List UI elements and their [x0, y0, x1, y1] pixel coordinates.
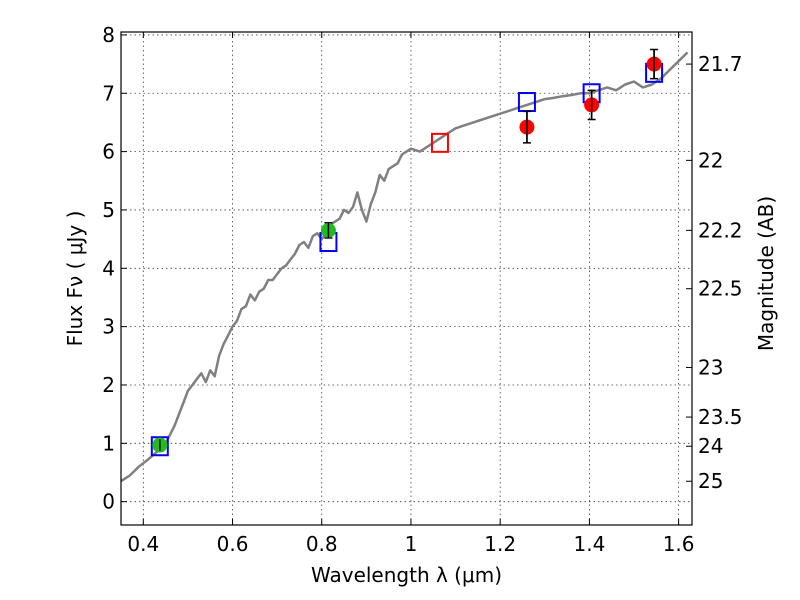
right-y-axis-label: Magnitude (AB) [754, 196, 778, 351]
plot-area [120, 48, 689, 483]
x-tick-label: 1.6 [663, 532, 695, 556]
x-axis-label: Wavelength λ (μm) [311, 563, 502, 587]
x-tick-label: 0.6 [217, 532, 249, 556]
y-tick-label: 8 [102, 23, 115, 47]
y-tick-label: 5 [102, 198, 115, 222]
plot-frame [120, 31, 693, 526]
x-tick-label: 1.4 [573, 532, 605, 556]
spectrum-line [120, 51, 689, 483]
model-square-marker [430, 132, 449, 153]
right-y-tick-label: 25 [698, 469, 723, 493]
y-tick-label: 3 [102, 315, 115, 339]
y-tick-label: 1 [102, 431, 115, 455]
axis-ticks: 0.4 0.6 0.8 1 1.2 1.4 1.601234567821.72222.222… [102, 23, 742, 556]
grid-lines [121, 32, 692, 525]
y-tick-label: 4 [102, 256, 115, 280]
y-tick-label: 0 [102, 490, 115, 514]
right-y-tick-label: 23 [698, 355, 723, 379]
y-tick-label: 2 [102, 373, 115, 397]
x-tick-label: 0.8 [306, 532, 338, 556]
right-y-tick-label: 22.5 [698, 277, 743, 301]
x-tick-label: 1 [405, 532, 418, 556]
y-tick-label: 6 [102, 140, 115, 164]
right-y-tick-label: 22.2 [698, 218, 743, 242]
x-tick-label: 0.4 [127, 532, 159, 556]
model-square-marker [150, 436, 169, 457]
right-y-tick-label: 22 [698, 148, 723, 172]
x-tick-label: 1.2 [484, 532, 516, 556]
right-y-tick-label: 21.7 [698, 52, 743, 76]
y-tick-label: 7 [102, 81, 115, 105]
right-y-tick-label: 23.5 [698, 405, 743, 429]
right-y-tick-label: 24 [698, 434, 723, 458]
y-axis-label: Flux Fν ( μJy ) [63, 211, 87, 347]
